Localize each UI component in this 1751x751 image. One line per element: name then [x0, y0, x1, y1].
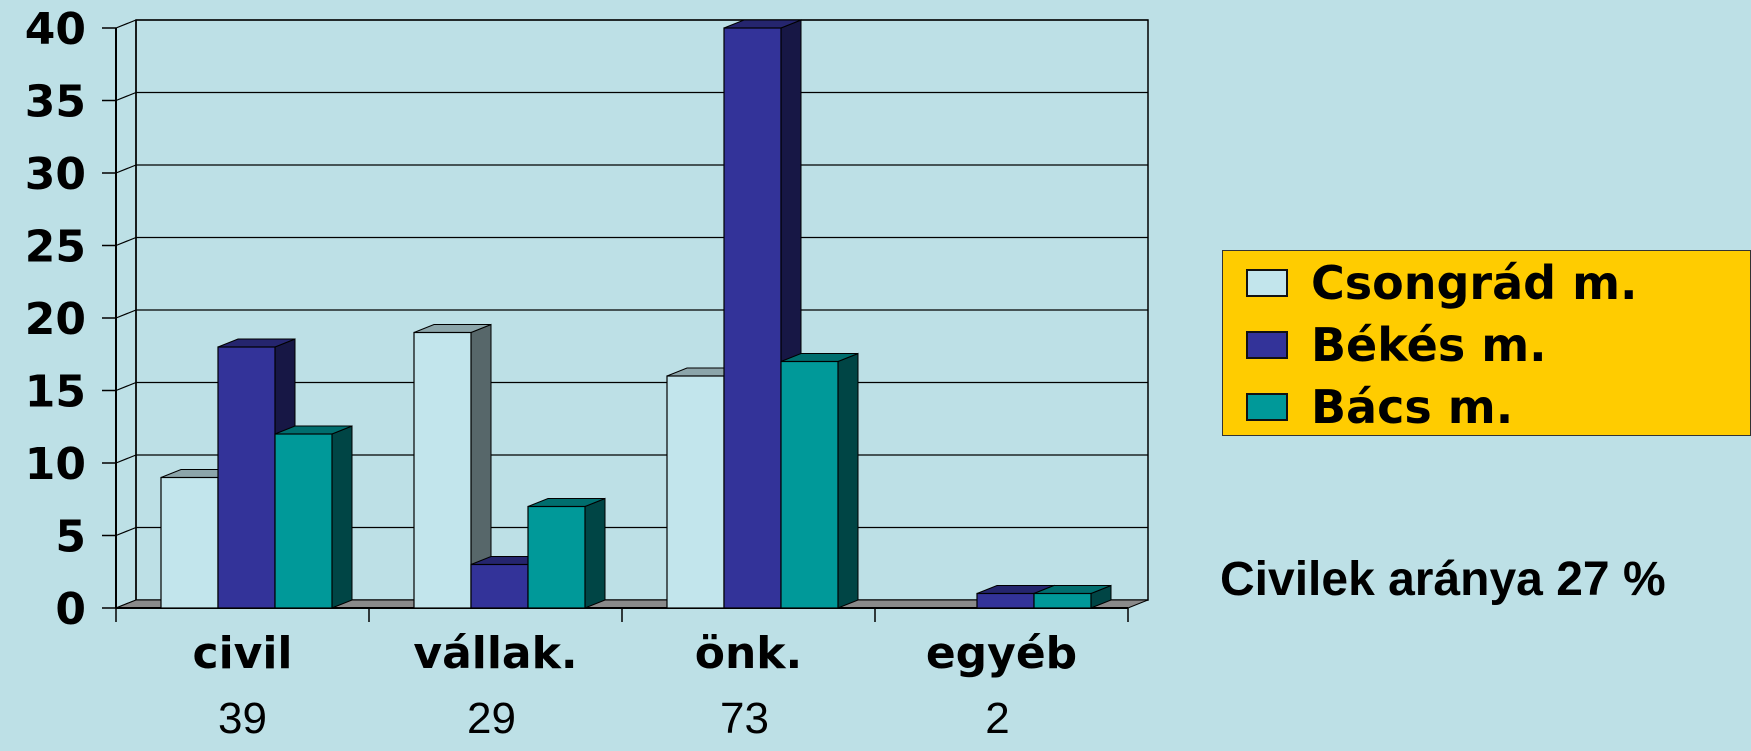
x-category-label: önk. — [695, 628, 803, 679]
legend-swatch — [1246, 331, 1288, 359]
y-tick-label: 25 — [25, 222, 86, 273]
x-category-label: vállak. — [413, 628, 577, 679]
y-tick-label: 10 — [25, 439, 86, 490]
x-category-label: civil — [192, 628, 292, 679]
bar — [976, 592, 1035, 609]
bar-side — [837, 352, 859, 609]
legend-swatch — [1246, 269, 1288, 297]
legend-item: Bács m. — [1246, 380, 1513, 434]
legend-label: Csongrád m. — [1311, 256, 1638, 310]
gridline-side — [115, 236, 137, 247]
legend-label: Békés m. — [1311, 318, 1547, 372]
bar — [666, 375, 725, 609]
y-tick-label: 20 — [25, 294, 86, 345]
y-tick-label: 35 — [25, 77, 86, 128]
category-total-label: 29 — [467, 694, 516, 743]
category-total-label: 39 — [218, 694, 267, 743]
bar — [527, 505, 586, 609]
gridline-side — [115, 19, 137, 29]
category-total-label: 2 — [985, 694, 1009, 743]
gridline-side — [115, 454, 137, 464]
gridline-side — [115, 309, 137, 319]
chart-legend: Csongrád m. Békés m. Bács m. — [1222, 250, 1751, 436]
legend-item: Békés m. — [1246, 318, 1547, 372]
bar — [1033, 592, 1092, 609]
category-total-label: 73 — [720, 694, 769, 743]
bar — [217, 346, 276, 609]
x-category-label: egyéb — [926, 628, 1077, 679]
legend-item: Csongrád m. — [1246, 256, 1638, 310]
y-tick-label: 40 — [25, 4, 86, 55]
y-tick-label: 5 — [55, 512, 86, 563]
gridline-side — [115, 91, 137, 102]
gridline-side — [115, 381, 137, 392]
bar — [160, 476, 219, 609]
gridline-side — [115, 526, 137, 537]
bar-side — [584, 497, 606, 609]
bar-side — [331, 425, 353, 609]
civil-ratio-note: Civilek aránya 27 % — [1220, 553, 1666, 606]
y-tick-label: 30 — [25, 149, 86, 200]
bar — [780, 360, 839, 609]
legend-label: Bács m. — [1311, 380, 1514, 434]
y-tick-label: 15 — [25, 367, 86, 418]
bar — [274, 433, 333, 609]
y-tick-label: 0 — [55, 584, 86, 635]
gridline-side — [115, 164, 137, 174]
bar — [413, 331, 472, 609]
legend-swatch — [1246, 393, 1288, 421]
bar — [723, 27, 782, 609]
bar — [470, 563, 529, 609]
